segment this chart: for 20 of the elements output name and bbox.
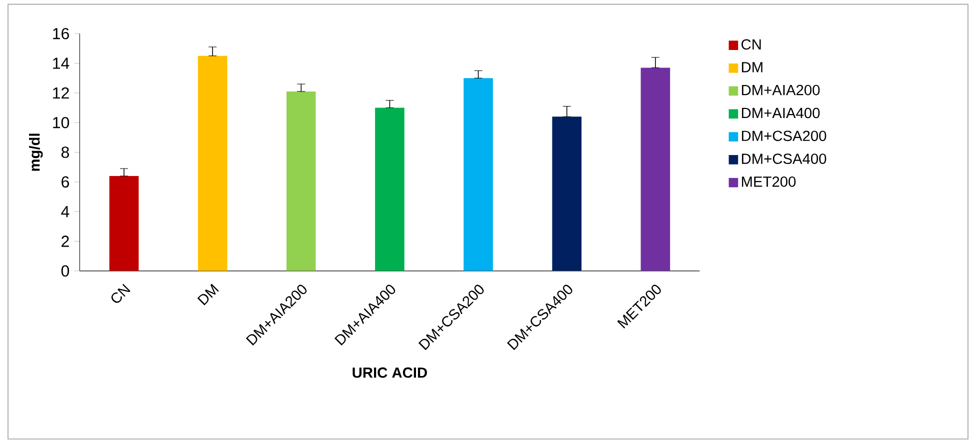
x-tick-label: CN (111, 284, 130, 303)
legend-label: DM+CSA400 (742, 154, 826, 164)
y-tick-label: 2 (62, 236, 69, 247)
legend-label: CN (742, 39, 761, 50)
x-axis-title: URIC ACID (352, 367, 427, 378)
legend-label: MET200 (742, 176, 796, 187)
y-tick-label: 16 (53, 28, 69, 40)
legend-label: DM+CSA200 (742, 130, 826, 142)
y-axis-title: mg/dl (29, 134, 43, 171)
legend-label: DM+AIA200 (742, 84, 820, 96)
y-tick-label: 14 (53, 58, 70, 69)
legend-label: DM+AIA400 (742, 108, 820, 118)
y-tick-label: 8 (61, 146, 69, 158)
y-tick-label: 10 (53, 116, 70, 128)
y-tick-label: 0 (61, 265, 70, 277)
x-tick-label: DM (197, 284, 219, 306)
y-tick-label: 6 (62, 176, 69, 188)
y-tick-label: 4 (61, 206, 70, 218)
legend-label: DM (742, 62, 762, 72)
y-tick-label: 12 (53, 87, 69, 99)
